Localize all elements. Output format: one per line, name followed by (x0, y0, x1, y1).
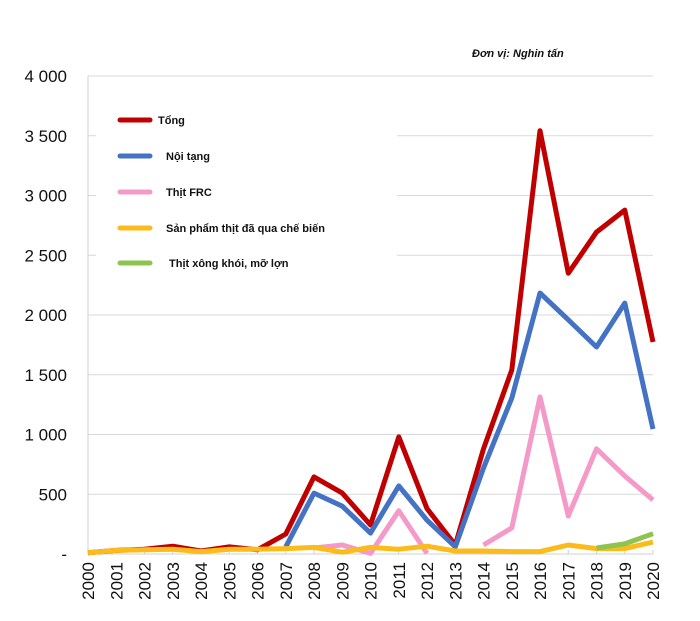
x-tick-label: 2018 (588, 562, 607, 600)
y-tick-label: 3 000 (24, 187, 67, 206)
x-tick-label: 2015 (503, 562, 522, 600)
x-tick-label: 2008 (305, 562, 324, 600)
x-tick-label: 2003 (164, 562, 183, 600)
x-tick-label: 2001 (107, 562, 126, 600)
x-tick-label: 2006 (249, 562, 268, 600)
x-tick-label: 2009 (333, 562, 352, 600)
legend-label: Thịt xông khói, mỡ lợn (169, 258, 289, 270)
x-tick-label: 2016 (531, 562, 550, 600)
series-line-1 (283, 290, 656, 550)
y-tick-label: 3 500 (24, 127, 67, 146)
x-tick-label: 2004 (192, 562, 211, 600)
y-tick-label: 1 500 (24, 366, 67, 385)
y-tick-label: 500 (39, 485, 67, 504)
x-tick-label: 2000 (79, 562, 98, 600)
x-tick-label: 2007 (277, 562, 296, 600)
x-axis-ticks: 2000 2001 2002 2003 2004 2005 2006 2007 2008 2009… (79, 550, 663, 600)
x-tick-label: 2020 (644, 562, 663, 600)
y-tick-label: 2 000 (24, 306, 67, 325)
legend: Tổng Nội tạng Thịt FRC Sản phẩm thịt đã qua… (117, 115, 325, 270)
gridlines (88, 75, 653, 495)
series-lines (87, 128, 656, 556)
y-tick-label: 4 000 (24, 67, 67, 86)
x-tick-label: 2010 (362, 562, 381, 600)
legend-label: Nội tạng (166, 151, 210, 163)
x-tick-label: 2005 (220, 562, 239, 600)
x-tick-label: 2012 (418, 562, 437, 600)
series-line-2 (482, 394, 655, 548)
unit-note: Đơn vị: Nghin tấn (472, 48, 564, 60)
x-tick-label: 2002 (136, 562, 155, 600)
x-tick-label: 2014 (475, 562, 494, 600)
y-tick-label: 2 500 (24, 246, 67, 265)
x-tick-label: 2013 (446, 562, 465, 600)
legend-label: Sản phẩm thịt đã qua chế biến (166, 223, 325, 235)
x-tick-label: 2011 (390, 562, 409, 599)
legend-label: Tổng (158, 115, 185, 127)
y-tick-label: - (61, 545, 67, 564)
x-tick-label: 2019 (616, 562, 635, 600)
x-tick-label: 2017 (559, 562, 578, 600)
y-axis-ticks: - 500 1 000 1 500 2 000 2 500 3 000 3 500 4 000 (24, 67, 67, 564)
y-tick-label: 1 000 (24, 426, 67, 445)
legend-label: Thịt FRC (166, 187, 212, 199)
